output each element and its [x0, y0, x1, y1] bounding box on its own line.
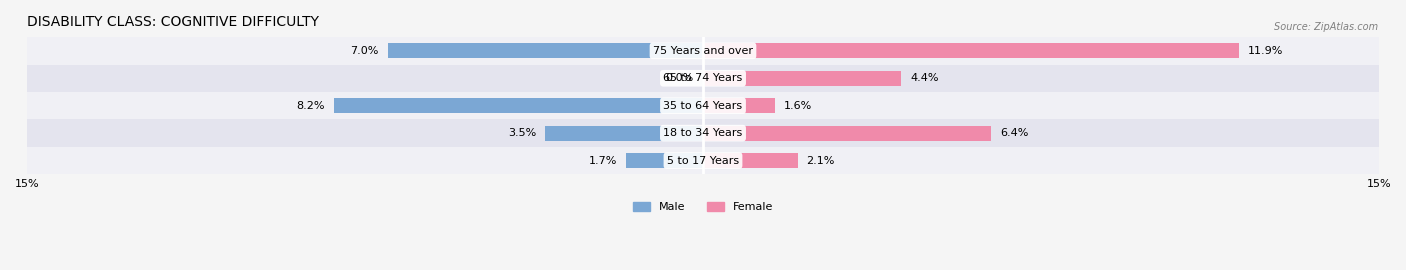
Bar [388, 43, 703, 58]
Text: 4.4%: 4.4% [910, 73, 939, 83]
Bar [703, 98, 775, 113]
Bar [27, 147, 1379, 174]
Text: 0.0%: 0.0% [665, 73, 695, 83]
Text: 5 to 17 Years: 5 to 17 Years [666, 156, 740, 166]
Bar [546, 126, 703, 141]
Bar [703, 126, 991, 141]
Text: 2.1%: 2.1% [807, 156, 835, 166]
Text: 75 Years and over: 75 Years and over [652, 46, 754, 56]
Bar [333, 98, 703, 113]
Bar [27, 147, 1379, 174]
Text: 1.6%: 1.6% [785, 101, 813, 111]
Text: 8.2%: 8.2% [297, 101, 325, 111]
Text: 7.0%: 7.0% [350, 46, 378, 56]
Bar [703, 71, 901, 86]
Bar [703, 153, 797, 168]
Bar [27, 65, 1379, 92]
Text: 6.4%: 6.4% [1000, 128, 1029, 138]
Bar [27, 92, 1379, 119]
Text: 11.9%: 11.9% [1249, 46, 1284, 56]
Text: 65 to 74 Years: 65 to 74 Years [664, 73, 742, 83]
Bar [703, 43, 1239, 58]
Bar [27, 119, 1379, 147]
Text: 1.7%: 1.7% [589, 156, 617, 166]
Text: 35 to 64 Years: 35 to 64 Years [664, 101, 742, 111]
Bar [27, 37, 1379, 65]
Bar [27, 119, 1379, 147]
Text: 18 to 34 Years: 18 to 34 Years [664, 128, 742, 138]
Legend: Male, Female: Male, Female [628, 197, 778, 217]
Bar [27, 37, 1379, 65]
Bar [27, 92, 1379, 119]
Text: DISABILITY CLASS: COGNITIVE DIFFICULTY: DISABILITY CLASS: COGNITIVE DIFFICULTY [27, 15, 319, 29]
Bar [27, 65, 1379, 92]
Text: 3.5%: 3.5% [508, 128, 536, 138]
Text: Source: ZipAtlas.com: Source: ZipAtlas.com [1274, 22, 1378, 32]
Bar [627, 153, 703, 168]
